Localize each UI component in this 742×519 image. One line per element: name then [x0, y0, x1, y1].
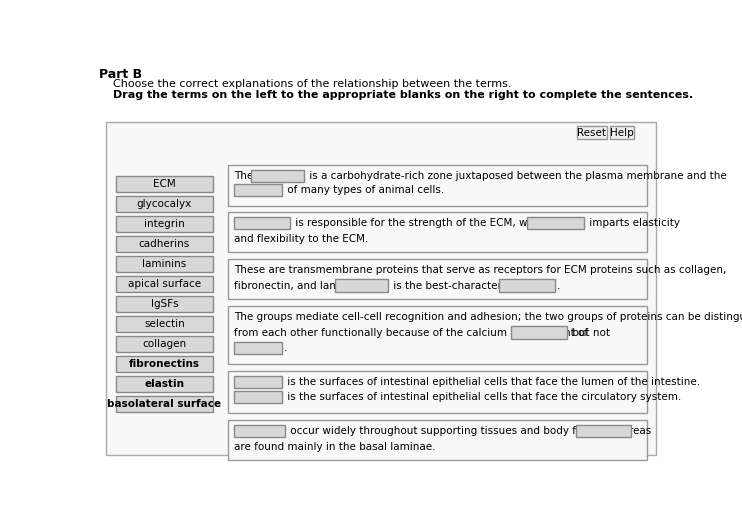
FancyBboxPatch shape [234, 342, 282, 354]
FancyBboxPatch shape [116, 176, 213, 192]
Text: is responsible for the strength of the ECM, whereas: is responsible for the strength of the E… [292, 218, 566, 228]
Text: fibronectins: fibronectins [129, 359, 200, 369]
Text: imparts elasticity: imparts elasticity [586, 218, 680, 228]
Text: from each other functionally because of the calcium requirement of: from each other functionally because of … [234, 327, 591, 337]
Text: are found mainly in the basal laminae.: are found mainly in the basal laminae. [234, 442, 436, 452]
Text: collagen: collagen [142, 339, 186, 349]
Text: but not: but not [569, 327, 611, 337]
Text: selectin: selectin [144, 319, 185, 329]
FancyBboxPatch shape [234, 376, 282, 388]
Text: Drag the terms on the left to the appropriate blanks on the right to complete th: Drag the terms on the left to the approp… [113, 90, 693, 100]
Text: .: . [557, 281, 560, 291]
Text: apical surface: apical surface [128, 279, 201, 289]
Text: elastin: elastin [145, 379, 185, 389]
Text: The: The [234, 171, 256, 181]
FancyBboxPatch shape [576, 425, 631, 438]
Text: These are transmembrane proteins that serve as receptors for ECM proteins such a: These are transmembrane proteins that se… [234, 265, 726, 275]
Text: Help: Help [610, 128, 634, 138]
Text: occur widely throughout supporting tissues and body fluids, whereas: occur widely throughout supporting tissu… [287, 426, 654, 436]
FancyBboxPatch shape [234, 391, 282, 403]
FancyBboxPatch shape [229, 420, 647, 460]
Text: cadherins: cadherins [139, 239, 190, 249]
Text: integrin: integrin [144, 219, 185, 229]
FancyBboxPatch shape [577, 126, 606, 139]
FancyBboxPatch shape [234, 217, 289, 229]
FancyBboxPatch shape [234, 425, 285, 438]
FancyBboxPatch shape [116, 397, 213, 412]
Text: of many types of animal cells.: of many types of animal cells. [284, 185, 444, 195]
FancyBboxPatch shape [251, 170, 303, 182]
FancyBboxPatch shape [234, 184, 282, 196]
FancyBboxPatch shape [116, 216, 213, 231]
Text: is a carbohydrate-rich zone juxtaposed between the plasma membrane and the: is a carbohydrate-rich zone juxtaposed b… [306, 171, 726, 181]
FancyBboxPatch shape [116, 236, 213, 252]
Text: Part B: Part B [99, 69, 142, 81]
Text: fibronectin, and laminin;: fibronectin, and laminin; [234, 281, 365, 291]
Text: IgSFs: IgSFs [151, 299, 178, 309]
FancyBboxPatch shape [116, 376, 213, 392]
FancyBboxPatch shape [116, 317, 213, 332]
Text: basolateral surface: basolateral surface [108, 399, 222, 409]
FancyBboxPatch shape [116, 276, 213, 292]
FancyBboxPatch shape [527, 217, 584, 229]
FancyBboxPatch shape [511, 326, 567, 339]
Text: laminins: laminins [142, 259, 186, 269]
FancyBboxPatch shape [116, 357, 213, 372]
FancyBboxPatch shape [499, 279, 555, 292]
Text: is the surfaces of intestinal epithelial cells that face the lumen of the intest: is the surfaces of intestinal epithelial… [284, 377, 700, 387]
Text: and flexibility to the ECM.: and flexibility to the ECM. [234, 234, 368, 243]
FancyBboxPatch shape [610, 126, 634, 139]
FancyBboxPatch shape [116, 296, 213, 312]
FancyBboxPatch shape [229, 371, 647, 414]
FancyBboxPatch shape [335, 279, 388, 292]
FancyBboxPatch shape [116, 256, 213, 272]
FancyBboxPatch shape [116, 196, 213, 212]
Text: ECM: ECM [153, 179, 176, 189]
Text: glycocalyx: glycocalyx [137, 199, 192, 209]
FancyBboxPatch shape [229, 166, 647, 206]
FancyBboxPatch shape [229, 212, 647, 252]
Text: is the surfaces of intestinal epithelial cells that face the circulatory system.: is the surfaces of intestinal epithelial… [284, 392, 681, 402]
FancyBboxPatch shape [229, 260, 647, 299]
Text: .: . [284, 343, 288, 353]
Text: The groups mediate cell-cell recognition and adhesion; the two groups of protein: The groups mediate cell-cell recognition… [234, 312, 742, 322]
Text: Reset: Reset [577, 128, 606, 138]
Text: is the best-characterized: is the best-characterized [390, 281, 527, 291]
FancyBboxPatch shape [106, 122, 656, 455]
FancyBboxPatch shape [116, 336, 213, 352]
Text: Choose the correct explanations of the relationship between the terms.: Choose the correct explanations of the r… [113, 79, 511, 89]
FancyBboxPatch shape [229, 306, 647, 364]
